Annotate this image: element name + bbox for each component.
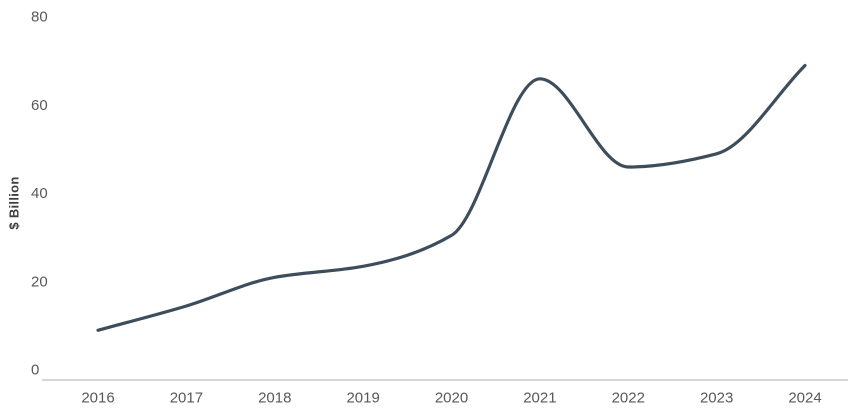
x-tick-label: 2024 bbox=[788, 390, 821, 407]
y-axis-title: $ Billion bbox=[7, 176, 22, 229]
y-tick-label: 60 bbox=[31, 97, 48, 114]
x-axis-tick-labels: 2016 2017 2018 2019 2020 2021 2022 2023 2024 bbox=[81, 390, 821, 407]
y-axis-tick-labels: 0 20 40 60 80 bbox=[31, 9, 48, 379]
x-tick-label: 2021 bbox=[523, 390, 556, 407]
y-tick-label: 40 bbox=[31, 185, 48, 202]
x-tick-label: 2019 bbox=[346, 390, 379, 407]
y-tick-label: 80 bbox=[31, 9, 48, 26]
x-tick-label: 2023 bbox=[700, 390, 733, 407]
x-tick-label: 2022 bbox=[612, 390, 645, 407]
data-line-series bbox=[96, 63, 807, 332]
x-tick-label: 2016 bbox=[81, 390, 114, 407]
y-tick-label: 20 bbox=[31, 273, 48, 290]
x-tick-label: 2020 bbox=[435, 390, 468, 407]
x-tick-label: 2017 bbox=[170, 390, 203, 407]
y-tick-label: 0 bbox=[31, 362, 39, 379]
x-tick-label: 2018 bbox=[258, 390, 291, 407]
